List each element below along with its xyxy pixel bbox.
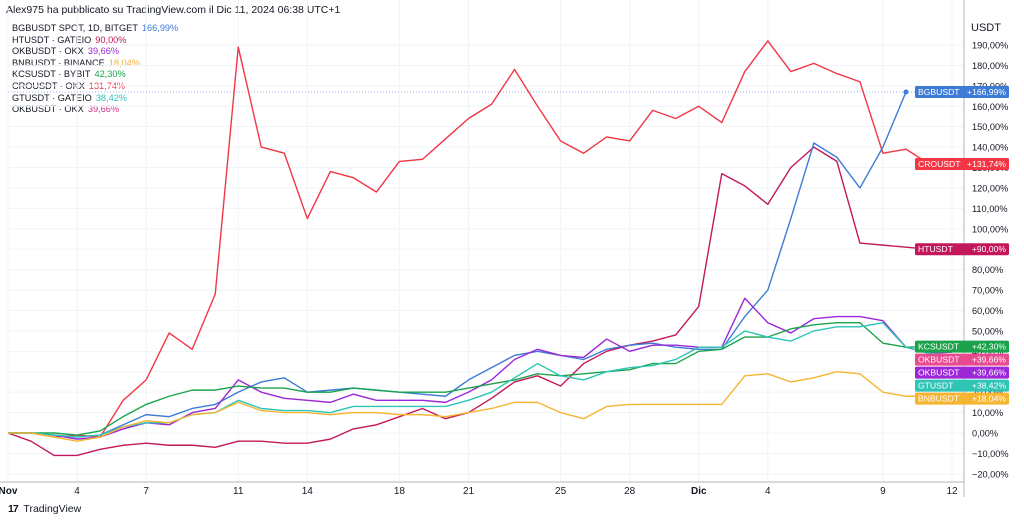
y-tick-label: 120,00% <box>972 183 1008 193</box>
tradingview-logo-icon: 17 <box>8 503 19 515</box>
legend-row-okbusdt[interactable]: OKBUSDT · OKX 39,66% <box>12 46 178 58</box>
y-tick-label: 50,00% <box>972 326 1003 336</box>
end-label-value: +90,00% <box>972 244 1007 254</box>
end-label-value: +166,99% <box>967 87 1006 97</box>
series-line-gtusdt <box>8 322 953 438</box>
legend-value: 39,66% <box>87 46 119 57</box>
end-label-box <box>915 85 1009 98</box>
series-line-okbusdt <box>8 297 953 440</box>
x-tick-label: 12 <box>946 486 958 497</box>
x-tick-label: 4 <box>74 486 80 497</box>
x-tick-label: 21 <box>463 486 475 497</box>
end-label-name: CROUSDT <box>918 159 961 169</box>
end-label-box <box>915 353 1009 366</box>
y-tick-label: 10,00% <box>972 408 1003 418</box>
x-tick-label: Nov <box>0 486 18 497</box>
legend-row-okbusdt-2[interactable]: OKBUSDT · OKX 39,66% <box>12 104 178 116</box>
end-label-name: GTUSDT <box>918 381 954 391</box>
publisher-line: Alex975 ha pubblicato su TradingView.com… <box>6 4 341 16</box>
end-label-name: BNBUSDT <box>918 394 960 404</box>
end-label-value: +131,74% <box>967 159 1006 169</box>
end-label-name: BGBUSDT <box>918 87 960 97</box>
brand-name: TradingView <box>23 503 82 515</box>
x-tick-label: 9 <box>880 486 886 497</box>
y-tick-label: 110,00% <box>972 204 1008 214</box>
x-tick-label: 4 <box>765 486 771 497</box>
footer-brand: 17 TradingView <box>8 503 81 515</box>
series-line-crousdt <box>8 40 930 438</box>
x-tick-label: Dic <box>691 486 707 497</box>
end-label-box <box>915 340 1009 353</box>
x-tick-label: 11 <box>233 486 244 497</box>
end-label-value: +39,66% <box>972 355 1007 365</box>
end-label-value: +18,04% <box>972 394 1007 404</box>
series-line-bnbusdt <box>8 371 930 442</box>
legend-row-kcsusdt[interactable]: KCSUSDT · BYBIT 42,30% <box>12 69 178 81</box>
legend-name: BNBUSDT · BINANCE <box>12 57 105 68</box>
x-tick-label: 7 <box>143 486 149 497</box>
legend-row-bnbusdt[interactable]: BNBUSDT · BINANCE 18,04% <box>12 58 178 70</box>
legend-value: 39,66% <box>87 104 119 115</box>
y-tick-label: 100,00% <box>972 224 1008 234</box>
legend-name: OKBUSDT · OKX <box>12 104 84 115</box>
legend-value: 166,99% <box>141 23 179 33</box>
legend-value: 42,30% <box>94 69 126 80</box>
end-label-box <box>915 379 1009 392</box>
legend-value: 90,00% <box>95 34 127 45</box>
legend-row-bgbusdt[interactable]: BGBUSDT SPOT, 1D, BITGET 166,99% <box>12 23 178 35</box>
end-label-value: +39,66% <box>972 368 1007 378</box>
end-label-name: OKBUSDT <box>918 355 960 365</box>
y-tick-label: −20,00% <box>972 469 1009 479</box>
legend-name: KCSUSDT · BYBIT <box>12 69 91 80</box>
end-label-name: KCSUSDT <box>918 342 960 352</box>
end-label-value: +38,42% <box>972 381 1007 391</box>
end-label-box <box>915 157 1009 170</box>
x-tick-label: 25 <box>555 486 567 497</box>
legend-name: HTUSDT · GATEIO <box>12 34 92 45</box>
end-label-name: HTUSDT <box>918 244 954 254</box>
end-label-box <box>915 366 1009 379</box>
series-end-dot <box>903 89 909 95</box>
x-tick-label: 18 <box>394 486 406 497</box>
legend-name: GTUSDT · GATEIO <box>12 92 92 103</box>
y-tick-label: 150,00% <box>972 122 1008 132</box>
legend-name: OKBUSDT · OKX <box>12 46 84 57</box>
end-label-name: OKBUSDT <box>918 368 960 378</box>
end-label-box <box>915 392 1009 405</box>
x-tick-label: 28 <box>624 486 636 497</box>
y-unit-label: USDT <box>971 22 1001 34</box>
y-tick-label: 80,00% <box>972 265 1003 275</box>
y-tick-label: 0,00% <box>972 429 998 439</box>
x-tick-label: 14 <box>302 486 314 497</box>
y-tick-label: −10,00% <box>972 449 1009 459</box>
y-tick-label: 160,00% <box>972 102 1008 112</box>
legend-row-htusdt[interactable]: HTUSDT · GATEIO 90,00% <box>12 35 178 47</box>
end-label-box <box>915 243 1009 256</box>
y-tick-label: 180,00% <box>972 61 1008 71</box>
legend-name: BGBUSDT SPOT, 1D, BITGET <box>12 23 138 33</box>
y-tick-label: 60,00% <box>972 306 1003 316</box>
end-label-value: +42,30% <box>972 342 1007 352</box>
series-line-bgbusdt <box>8 91 907 438</box>
y-tick-label: 70,00% <box>972 286 1003 296</box>
series-line-kcsusdt <box>8 322 930 436</box>
y-tick-label: 140,00% <box>972 143 1008 153</box>
legend-row-gtusdt[interactable]: GTUSDT · GATEIO 38,42% <box>12 93 178 105</box>
y-tick-label: 190,00% <box>972 41 1008 51</box>
legend-value: 38,42% <box>95 92 127 103</box>
legend-value: 18,04% <box>108 57 140 68</box>
